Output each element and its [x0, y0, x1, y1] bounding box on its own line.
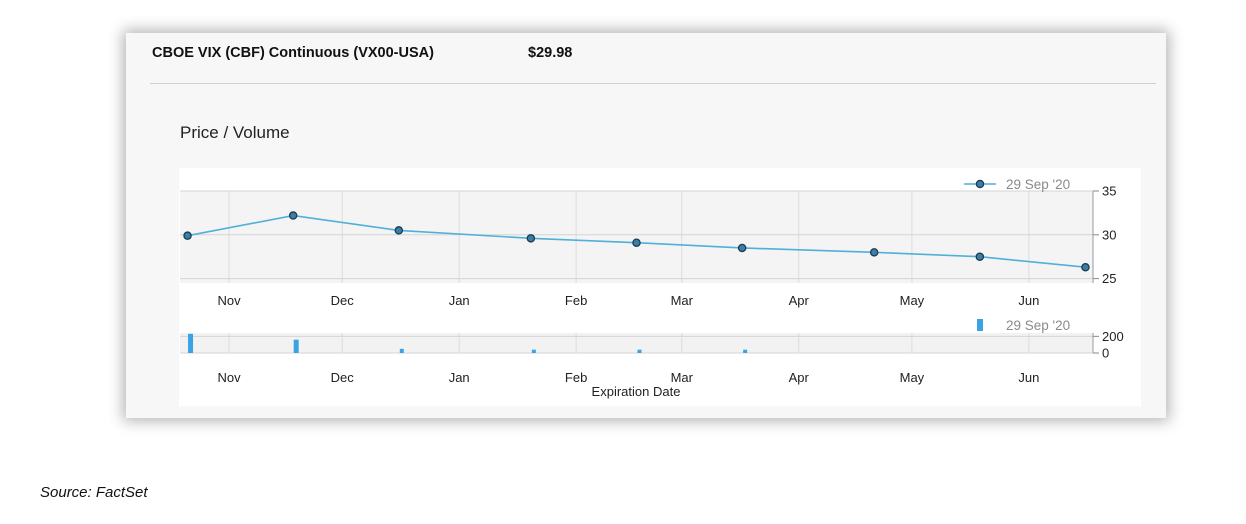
x-tick-label: Jan [449, 370, 470, 385]
x-tick-label: Mar [671, 293, 694, 308]
volume-bar [399, 348, 404, 353]
legend-label: 29 Sep '20 [1006, 177, 1070, 192]
instrument-price: $29.98 [528, 45, 573, 61]
x-tick-label: Mar [671, 370, 694, 385]
x-tick-label: Jun [1018, 370, 1039, 385]
y-tick-label: 35 [1102, 184, 1116, 199]
panel-background [180, 333, 1093, 353]
price-point [975, 252, 985, 261]
x-tick-label: Dec [331, 293, 355, 308]
source-note: Source: FactSet [40, 484, 148, 501]
x-tick-label: May [900, 370, 925, 385]
x-tick-label: May [900, 293, 925, 308]
volume-bar [743, 349, 748, 353]
x-tick-label: Apr [789, 370, 810, 385]
price-point [737, 243, 747, 253]
y-tick-label: 200 [1102, 329, 1124, 344]
x-tick-label: Apr [789, 293, 810, 308]
x-tick-label: Nov [217, 293, 241, 308]
price-point [869, 248, 879, 257]
chart-title: Price / Volume [180, 123, 290, 142]
price-point [394, 226, 404, 235]
x-tick-label: Jun [1018, 293, 1039, 308]
price-panel: Nov Dec Jan Feb Mar Apr May Jun 25 30 35 29 Sep '20 [180, 177, 1116, 308]
price-point [183, 231, 192, 240]
instrument-title: CBOE VIX (CBF) Continuous (VX00-USA) [152, 45, 434, 61]
x-tick-label: Feb [565, 293, 587, 308]
volume-panel: Nov Dec Jan Feb Mar Apr May Jun 0 200 29 Sep '20 [180, 318, 1124, 385]
x-tick-label: Feb [565, 370, 587, 385]
price-point [526, 234, 536, 243]
header-divider [150, 83, 1156, 84]
x-tick-label: Jan [449, 293, 470, 308]
y-tick-label: 30 [1102, 227, 1116, 242]
price-point [632, 238, 641, 247]
x-axis-label: Expiration Date [592, 384, 681, 399]
x-tick-label: Dec [331, 370, 355, 385]
legend-marker-swatch [975, 179, 985, 189]
y-tick-label: 0 [1102, 346, 1109, 361]
price-point [1081, 262, 1090, 272]
legend-label: 29 Sep '20 [1006, 318, 1070, 333]
price-point [288, 211, 298, 220]
panel-background [180, 191, 1093, 283]
volume-bar [188, 333, 194, 353]
volume-bar [637, 349, 642, 353]
x-tick-label: Nov [217, 370, 241, 385]
legend-bar-swatch [977, 319, 983, 331]
volume-bar [293, 339, 299, 353]
volume-bar [531, 349, 536, 353]
y-tick-label: 25 [1102, 271, 1116, 286]
